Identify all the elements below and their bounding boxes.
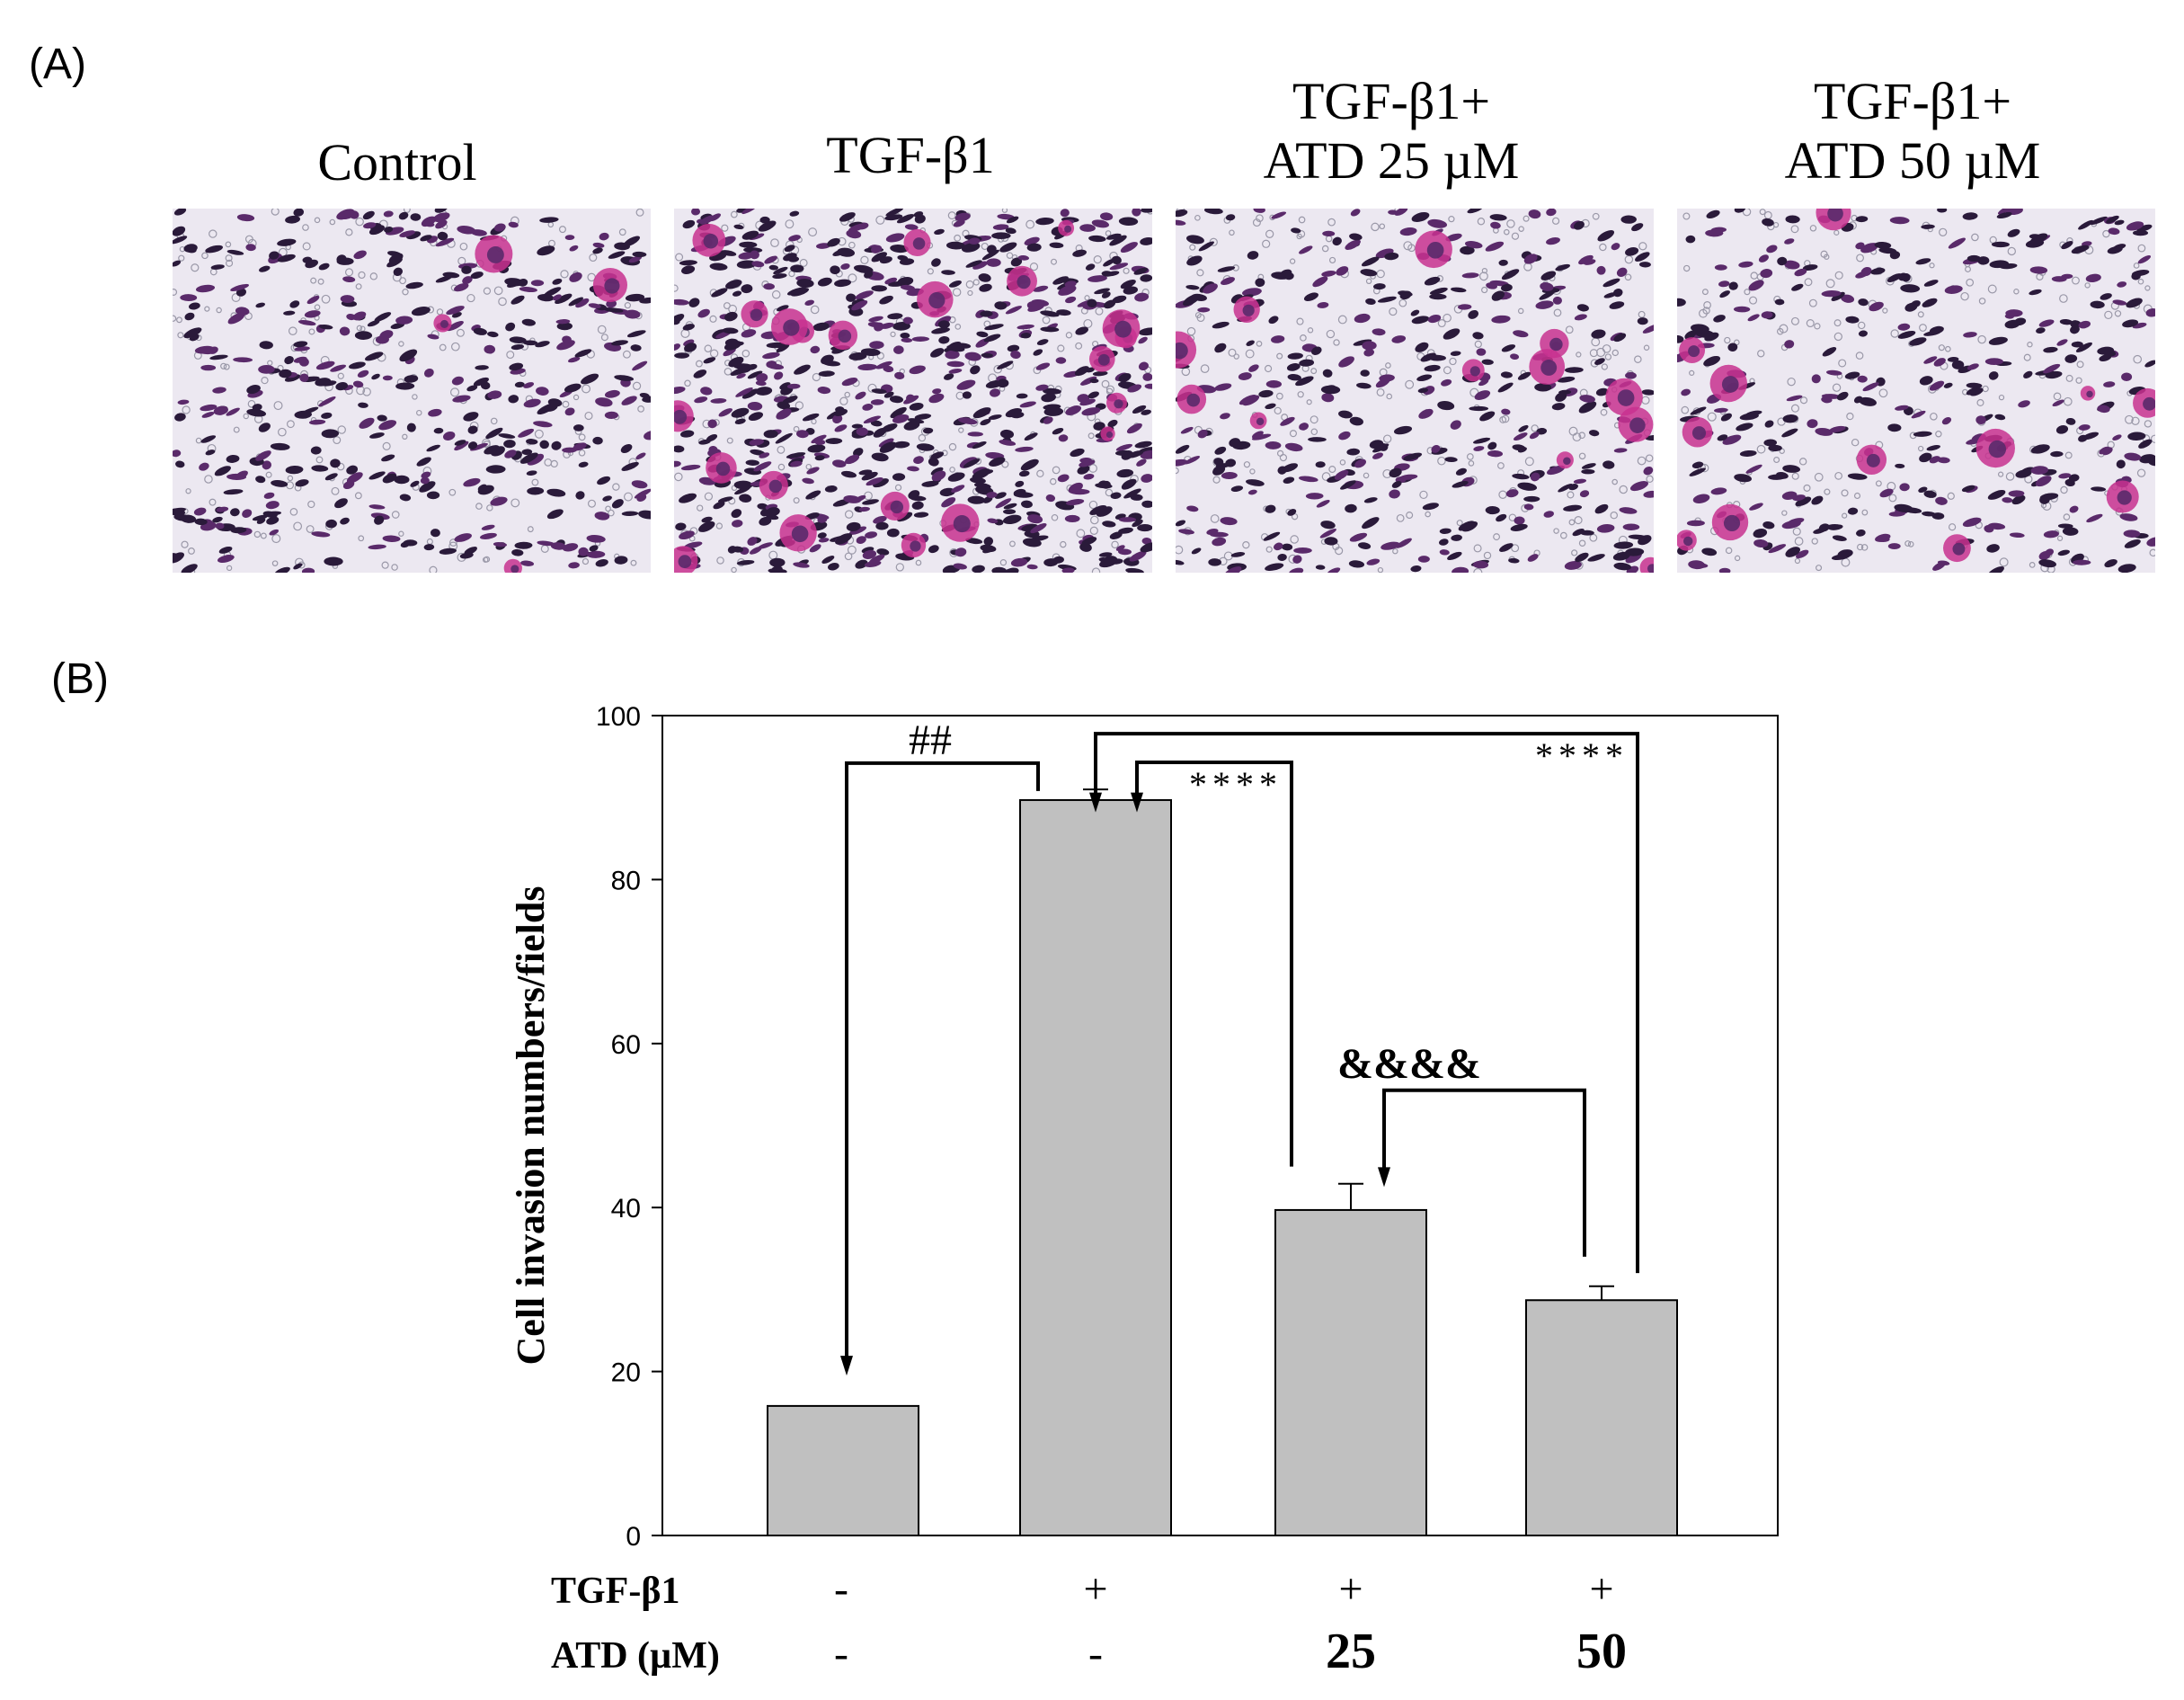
arrow-head [1131, 792, 1143, 813]
micrograph-atd25 [1176, 209, 1654, 573]
treatment-row-label: ATD (µM) [551, 1635, 720, 1677]
image-title-line1: TGF-β1+ [1292, 72, 1491, 130]
bar [1274, 1208, 1427, 1537]
image-title-line1: Control [317, 133, 477, 191]
plot-frame [661, 715, 1779, 1536]
significance-bracket [1382, 1088, 1586, 1257]
image-title-atd50: TGF-β1+ ATD 50 µM [1661, 72, 2164, 191]
treatment-row-label: TGF-β1 [551, 1571, 679, 1612]
significance-bracket [845, 761, 1040, 1358]
image-title-line1: TGF-β1 [826, 126, 995, 184]
treatment-value: + [1589, 1565, 1613, 1613]
significance-label: **** [1535, 735, 1629, 776]
image-title-tgf: TGF-β1 [659, 126, 1162, 185]
image-title-line2: ATD 25 µM [1263, 131, 1520, 190]
significance-label: &&&& [1337, 1040, 1481, 1088]
treatment-value: - [1088, 1630, 1103, 1678]
y-tick-label: 20 [611, 1358, 641, 1388]
treatment-value: 50 [1576, 1624, 1627, 1679]
y-tick-label: 60 [611, 1030, 641, 1060]
image-title-line2: ATD 50 µM [1784, 131, 2041, 190]
treatment-value: + [1083, 1565, 1107, 1613]
y-tick-label: 0 [626, 1522, 641, 1552]
treatment-value: - [834, 1565, 848, 1613]
panel-b-label: (B) [51, 655, 109, 703]
bar [1525, 1299, 1678, 1536]
micrograph-tgf [674, 209, 1152, 573]
image-title-atd25: TGF-β1+ ATD 25 µM [1140, 72, 1643, 191]
y-axis-label: Cell invasion numbers/fields [509, 886, 553, 1366]
treatment-value: 25 [1326, 1624, 1376, 1679]
micrograph-control [173, 209, 651, 573]
panel-a-label: (A) [29, 40, 86, 88]
significance-bracket [1094, 732, 1639, 1274]
significance-bracket [1135, 760, 1293, 1167]
image-title-control: Control [146, 133, 649, 192]
y-tick-label: 80 [611, 866, 641, 895]
treatment-value: - [834, 1630, 848, 1678]
y-tick-label: 100 [596, 702, 641, 732]
micrograph-atd50 [1677, 209, 2155, 573]
bar [1019, 798, 1172, 1536]
bar [767, 1404, 919, 1537]
arrow-head [840, 1356, 853, 1376]
image-title-line1: TGF-β1+ [1813, 72, 2012, 130]
arrow-head [1089, 792, 1102, 813]
significance-label: **** [1189, 764, 1283, 805]
treatment-value: + [1338, 1565, 1363, 1613]
significance-label: ## [909, 716, 952, 764]
arrow-head [1378, 1167, 1390, 1188]
y-tick-label: 40 [611, 1194, 641, 1224]
